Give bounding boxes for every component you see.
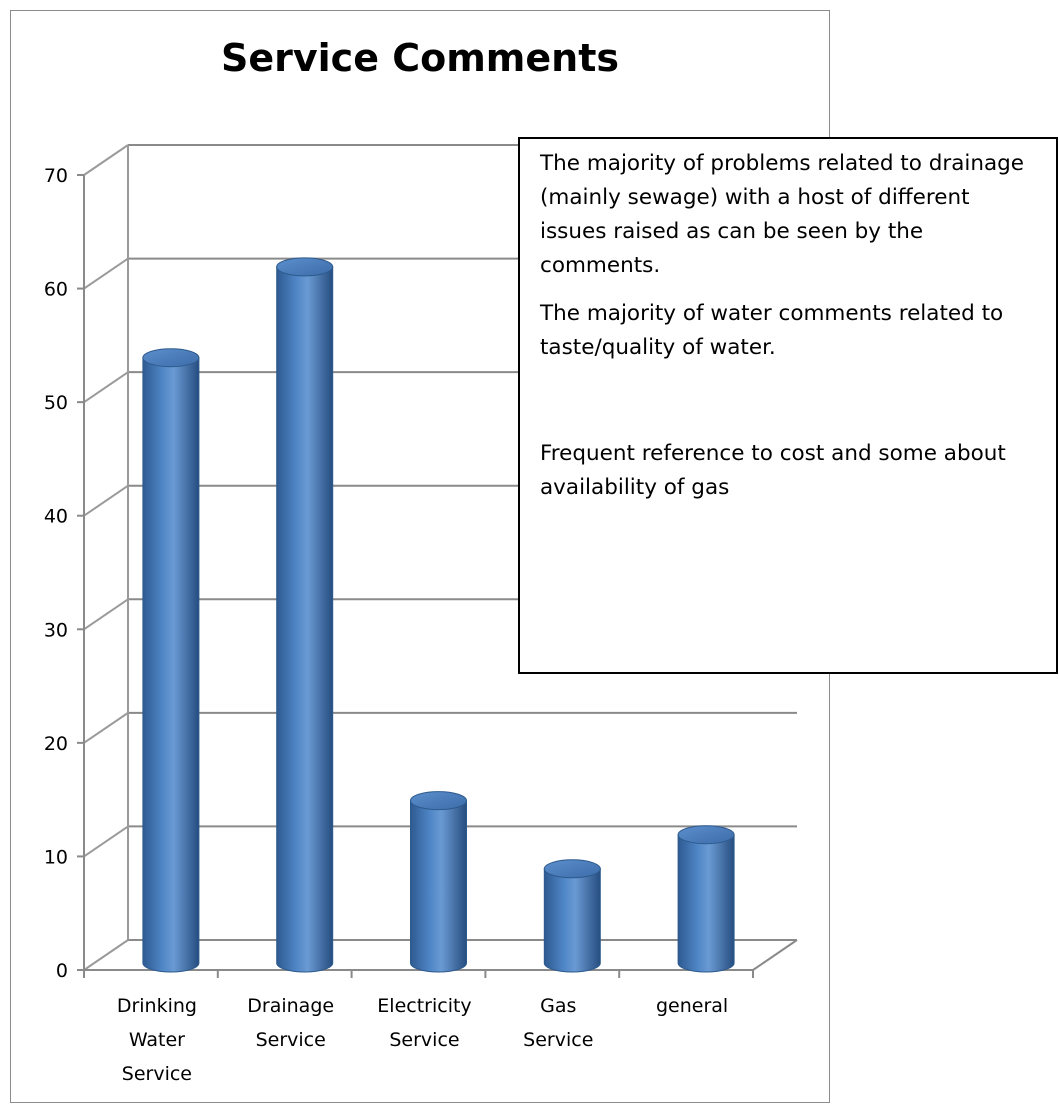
x-tick-label: Drinking Water Service xyxy=(117,995,197,1085)
y-tick-label: 60 xyxy=(44,279,68,301)
annotation-paragraph: Frequent reference to cost and some abou… xyxy=(540,441,1006,500)
y-tick-label: 10 xyxy=(44,846,68,868)
chart-title: Service Comments xyxy=(221,36,619,80)
x-tick-label: Gas Service xyxy=(523,995,593,1051)
x-tick-label: Electricity Service xyxy=(377,995,471,1051)
y-tick-label: 30 xyxy=(44,619,68,641)
bar xyxy=(543,859,601,973)
bar xyxy=(410,791,467,973)
y-tick-label: 50 xyxy=(44,392,68,414)
y-tick-label: 70 xyxy=(44,165,68,187)
annotation-textbox: The majority of problems related to drai… xyxy=(518,137,1058,674)
y-tick-label: 0 xyxy=(56,960,68,982)
annotation-paragraph: The majority of water comments related t… xyxy=(540,301,1004,360)
x-tick-label: general xyxy=(656,995,728,1017)
bar xyxy=(142,348,200,973)
bar xyxy=(677,825,735,973)
floor-right-edge xyxy=(752,939,798,971)
annotation-paragraph: The majority of problems related to drai… xyxy=(540,151,1025,278)
y-axis: 0 10 20 30 40 50 60 70 xyxy=(44,145,798,982)
bar xyxy=(276,257,334,973)
x-tick-label: Drainage Service xyxy=(247,995,334,1051)
x-axis-labels: Drinking Water Service Drainage Service Elect… xyxy=(117,995,728,1085)
gridline xyxy=(83,711,797,744)
bars xyxy=(142,257,735,973)
y-tick-label: 20 xyxy=(44,733,68,755)
y-tick-label: 40 xyxy=(44,506,68,528)
